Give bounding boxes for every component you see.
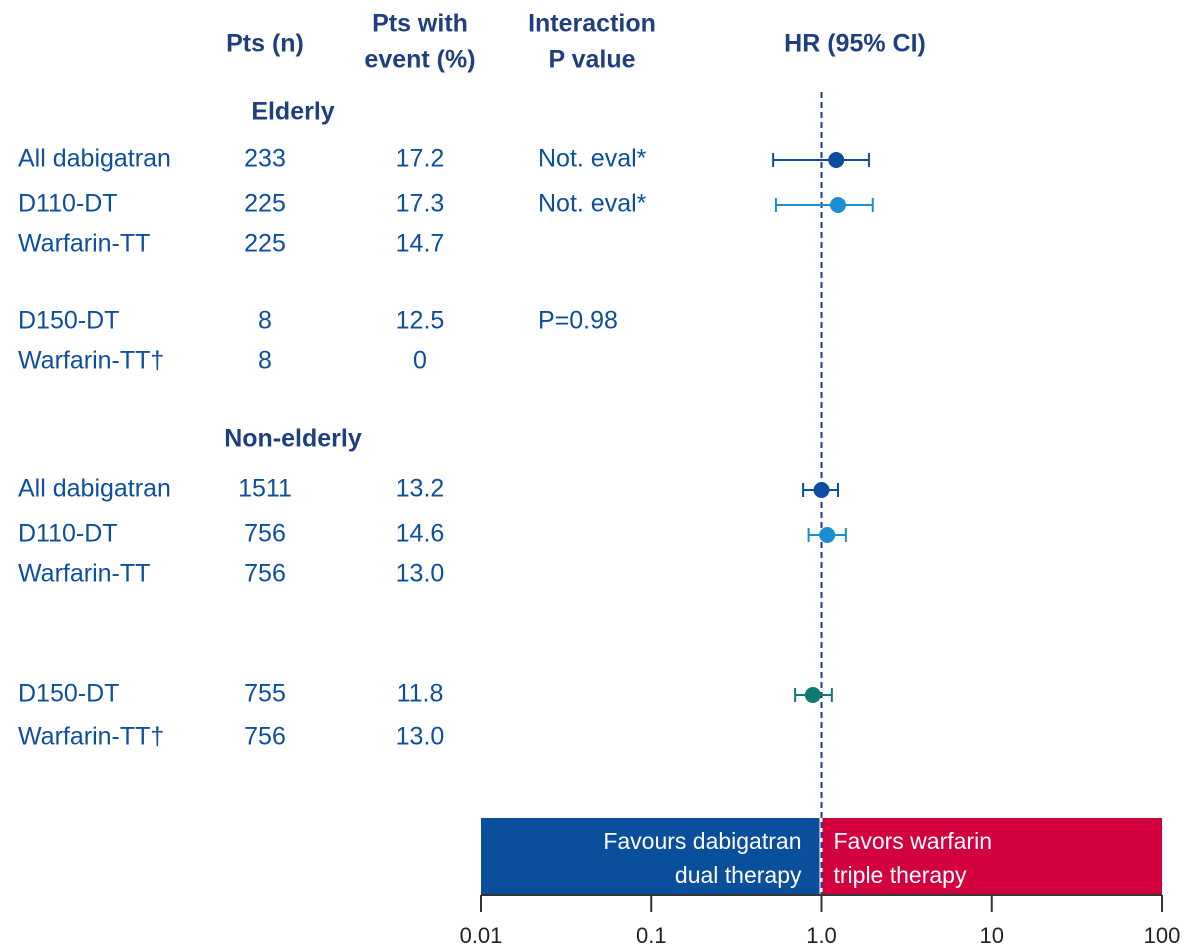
n-value: 8: [258, 307, 272, 335]
pct-value: 13.2: [396, 475, 445, 503]
n-value: 8: [258, 347, 272, 375]
n-value: 756: [244, 560, 286, 588]
group-label: Non-elderly: [224, 425, 362, 453]
n-value: 756: [244, 723, 286, 751]
pct-value: 17.2: [396, 145, 445, 173]
group-label: Elderly: [251, 98, 334, 126]
pct-value: 17.3: [396, 190, 445, 218]
pct-value: 14.6: [396, 520, 445, 548]
hr-point: [813, 482, 830, 498]
x-tick-label: 10: [980, 923, 1004, 948]
p-value: P=0.98: [538, 307, 618, 335]
n-value: 225: [244, 190, 286, 218]
pct-value: 12.5: [396, 307, 445, 335]
hr-point: [804, 687, 821, 703]
pct-value: 13.0: [396, 560, 445, 588]
p-value: Not. eval*: [538, 190, 647, 218]
row-label: Warfarin-TT: [18, 230, 150, 258]
pct-value: 11.8: [397, 680, 444, 708]
p-value: Not. eval*: [538, 145, 647, 173]
column-header: Pts with: [372, 10, 468, 38]
x-tick-label: 0.1: [636, 923, 667, 948]
favours-right-box: [822, 818, 1162, 895]
favours-left-box: [481, 818, 820, 895]
n-value: 225: [244, 230, 286, 258]
hr-point: [819, 527, 836, 543]
pct-value: 0: [413, 347, 427, 375]
column-header: P value: [548, 46, 635, 74]
row-label: D150-DT: [18, 680, 119, 708]
favours-left-label: dual therapy: [675, 862, 802, 888]
column-header: Interaction: [528, 10, 656, 38]
hr-point: [828, 152, 845, 168]
row-label: All dabigatran: [18, 145, 171, 173]
row-label: D150-DT: [18, 307, 119, 335]
hr-point: [829, 197, 846, 213]
column-header: event (%): [364, 46, 475, 74]
pct-value: 14.7: [396, 230, 445, 258]
row-label: D110-DT: [18, 190, 118, 218]
x-tick-label: 100: [1144, 923, 1181, 948]
n-value: 755: [244, 680, 286, 708]
row-label: Warfarin-TT: [18, 560, 150, 588]
x-tick-label: 0.01: [460, 923, 503, 948]
favours-right-label: Favors warfarin: [834, 828, 992, 854]
pct-value: 13.0: [396, 723, 445, 751]
column-header: HR (95% CI): [784, 30, 926, 58]
row-label: Warfarin-TT†: [18, 723, 164, 751]
n-value: 756: [244, 520, 286, 548]
row-label: All dabigatran: [18, 475, 171, 503]
n-value: 1511: [238, 475, 292, 503]
favours-left-label: Favours dabigatran: [603, 828, 801, 854]
favours-right-label: triple therapy: [834, 862, 967, 888]
column-header: Pts (n): [226, 30, 304, 58]
n-value: 233: [244, 145, 286, 173]
row-label: D110-DT: [18, 520, 118, 548]
row-label: Warfarin-TT†: [18, 347, 164, 375]
x-tick-label: 1.0: [806, 923, 837, 948]
